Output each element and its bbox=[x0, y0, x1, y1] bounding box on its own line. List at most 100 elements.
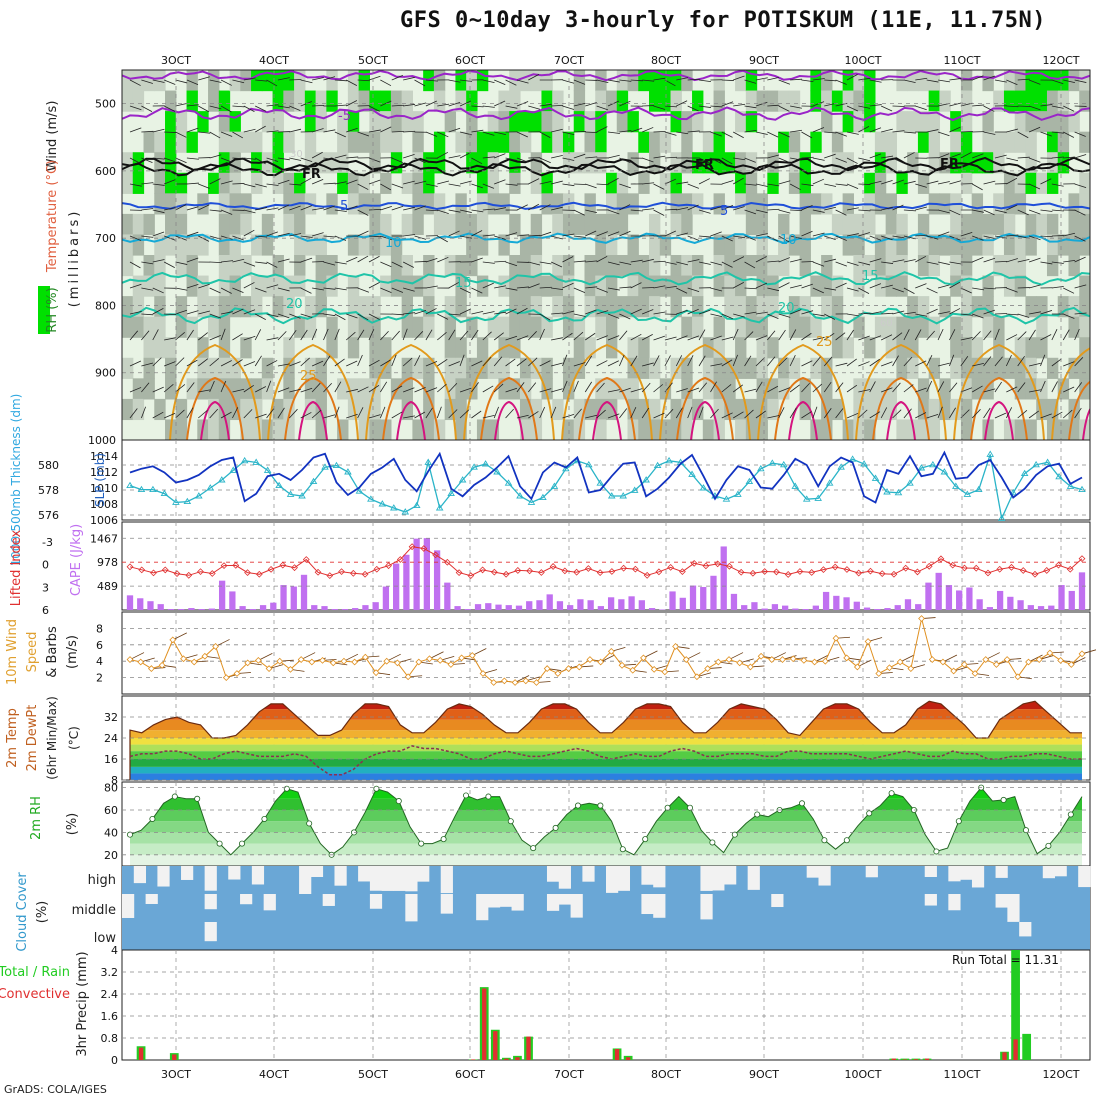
upper-barb bbox=[789, 329, 797, 341]
upper-barb bbox=[630, 259, 643, 263]
upper-barb bbox=[881, 312, 894, 315]
upper-barb bbox=[562, 183, 575, 187]
upper-barb bbox=[220, 235, 233, 240]
upper-barb bbox=[448, 361, 460, 367]
upper-barb bbox=[653, 335, 666, 341]
precip-conv-bar bbox=[504, 1058, 509, 1060]
upper-barb bbox=[562, 380, 568, 393]
upper-barb bbox=[539, 406, 546, 419]
rh-cell bbox=[1003, 90, 1016, 112]
upper-barb bbox=[198, 389, 211, 393]
rh-cell bbox=[283, 275, 295, 297]
rh-cell bbox=[401, 316, 413, 338]
upper-barb bbox=[266, 380, 272, 393]
rh-cell bbox=[240, 419, 252, 440]
upper-barb bbox=[209, 209, 222, 212]
rh-cell bbox=[294, 70, 306, 92]
upper-barb bbox=[357, 230, 369, 237]
upper-barb bbox=[186, 157, 199, 160]
upper-barb bbox=[232, 333, 243, 341]
cape-bar bbox=[249, 609, 256, 610]
rh-cell bbox=[982, 131, 994, 153]
rh-cell bbox=[670, 152, 682, 174]
rh2m-point bbox=[171, 793, 178, 800]
slp-point bbox=[1043, 458, 1052, 465]
upper-barb bbox=[528, 382, 537, 393]
upper-barb bbox=[949, 329, 956, 341]
rh2m-point bbox=[866, 810, 873, 817]
rh-cell bbox=[1046, 357, 1059, 379]
upper-barb bbox=[585, 414, 598, 419]
upper-barb bbox=[710, 335, 722, 341]
rh-cell bbox=[950, 131, 962, 153]
rh-cell bbox=[165, 357, 177, 379]
rh-cell bbox=[1079, 316, 1090, 338]
temp-label-20b: 20 bbox=[778, 301, 795, 316]
wind-ylabel-2: Speed bbox=[25, 632, 40, 673]
upper-barb bbox=[346, 156, 359, 159]
cloud-ylabel: Cloud Cover bbox=[15, 872, 30, 952]
rh-cell bbox=[584, 255, 596, 277]
upper-barb bbox=[1028, 257, 1041, 263]
rh-cell bbox=[369, 357, 381, 379]
rh-cell bbox=[541, 172, 553, 194]
upper-barb bbox=[721, 205, 734, 211]
cloud-gap bbox=[204, 894, 217, 910]
upper-barb bbox=[163, 261, 175, 268]
freezing-label-c: FR bbox=[940, 157, 959, 172]
upper-barb bbox=[289, 388, 302, 393]
cape-bar bbox=[1068, 590, 1075, 610]
upper-barb bbox=[1074, 328, 1080, 341]
cape-bar bbox=[782, 605, 789, 610]
cape-bar bbox=[505, 605, 512, 610]
rh-cell bbox=[993, 90, 1005, 112]
li-point bbox=[573, 568, 581, 576]
rh-cell bbox=[186, 70, 198, 92]
upper-barb bbox=[141, 313, 154, 316]
contour-28-dome bbox=[382, 376, 440, 440]
upper-barb bbox=[767, 235, 779, 242]
rh-band bbox=[130, 821, 1082, 833]
upper-barb bbox=[493, 332, 504, 341]
upper-barb bbox=[482, 131, 495, 136]
li-point bbox=[584, 565, 592, 572]
upper-barb bbox=[152, 231, 165, 237]
rh-cell bbox=[175, 172, 188, 194]
rh-cell bbox=[390, 111, 403, 133]
upper-barb bbox=[1051, 358, 1062, 367]
rh-cell bbox=[541, 90, 553, 112]
rh-cell bbox=[681, 131, 693, 153]
upper-barb bbox=[869, 127, 882, 133]
rh-cell bbox=[1068, 316, 1080, 338]
rh-cell bbox=[842, 90, 854, 112]
upper-barb bbox=[676, 335, 688, 341]
upper-barb bbox=[835, 282, 847, 289]
rh-cell bbox=[369, 111, 381, 133]
upper-barb bbox=[846, 105, 859, 112]
upper-barb bbox=[357, 183, 369, 190]
slp-point bbox=[1009, 488, 1017, 496]
rh-cell bbox=[229, 213, 241, 236]
upper-barb bbox=[653, 260, 666, 263]
rh2m-point bbox=[731, 831, 738, 838]
rh-cell bbox=[1079, 90, 1090, 112]
upper-barb bbox=[414, 310, 427, 315]
upper-barb bbox=[198, 235, 210, 242]
upper-barb bbox=[664, 285, 677, 289]
upper-barb bbox=[516, 307, 528, 315]
rh-cell bbox=[907, 296, 919, 318]
upper-barb bbox=[562, 354, 568, 367]
upper-barb bbox=[1017, 382, 1026, 393]
rh-cell bbox=[831, 213, 844, 236]
rh-cell bbox=[745, 296, 758, 318]
upper-barb bbox=[949, 308, 961, 315]
rh-cell bbox=[735, 255, 747, 277]
upper-barb bbox=[254, 329, 262, 341]
upper-barb bbox=[892, 355, 899, 367]
contour-25-dome bbox=[365, 343, 457, 440]
rh-cell bbox=[1025, 90, 1037, 112]
contour-30-dome bbox=[886, 400, 916, 440]
upper-barb bbox=[129, 330, 139, 341]
upper-barb bbox=[1051, 411, 1063, 419]
